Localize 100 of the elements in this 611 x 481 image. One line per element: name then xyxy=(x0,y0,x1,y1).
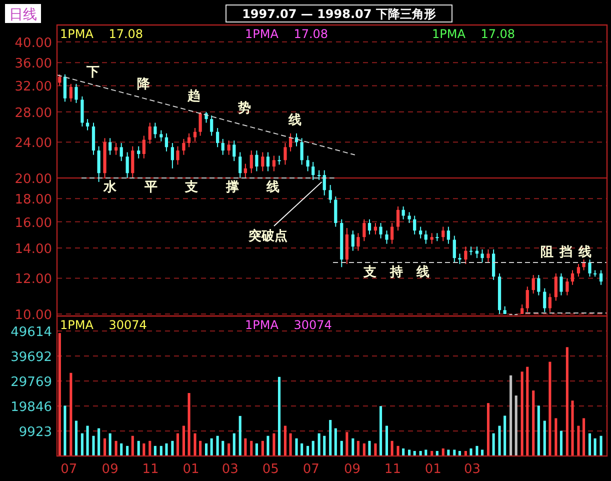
x-tick-label: 03 xyxy=(222,462,238,477)
x-tick-label: 01 xyxy=(424,462,442,477)
x-tick-label: 09 xyxy=(102,462,118,477)
bar xyxy=(390,440,394,456)
bar xyxy=(142,443,146,456)
bar xyxy=(238,416,242,456)
y-tick-label: 10.00 xyxy=(14,308,52,324)
bar xyxy=(543,420,546,456)
x-tick-label: 01 xyxy=(182,462,200,477)
bar xyxy=(199,440,202,456)
bar xyxy=(171,440,174,456)
bar xyxy=(480,450,484,456)
bar xyxy=(194,433,196,456)
bar xyxy=(137,440,140,456)
bar xyxy=(74,420,78,456)
bar xyxy=(447,450,450,456)
y-tick-label: 32.00 xyxy=(14,80,52,95)
bar xyxy=(222,440,224,456)
bar xyxy=(582,418,586,456)
bar xyxy=(362,443,366,456)
y-tick-label: 16.00 xyxy=(14,216,52,231)
annotation: 支持线 xyxy=(362,265,430,280)
x-tick-label: 07 xyxy=(302,462,320,477)
annotation: 突破点 xyxy=(248,228,288,244)
y-tick-label: 12.00 xyxy=(14,272,52,288)
bar xyxy=(250,440,253,456)
bar xyxy=(498,426,501,456)
chart-title: 1997.07 — 1998.07 下降三角形 xyxy=(242,7,436,21)
bar xyxy=(188,393,190,456)
bar xyxy=(504,416,506,456)
bar xyxy=(108,433,112,456)
y-tick-label: 24.00 xyxy=(14,136,52,152)
bar xyxy=(148,440,152,456)
bar xyxy=(289,433,292,456)
bar xyxy=(216,436,219,456)
bar xyxy=(476,446,478,456)
bar xyxy=(154,446,156,456)
bar xyxy=(126,446,129,456)
bar xyxy=(244,438,247,456)
bar xyxy=(548,362,552,456)
bar xyxy=(566,347,568,456)
bar xyxy=(295,438,298,456)
y-tick-label: 19846 xyxy=(10,400,52,415)
bar xyxy=(255,443,258,456)
bar xyxy=(526,366,529,456)
annotation: 1PMA 30074 xyxy=(60,318,147,332)
bar xyxy=(306,446,310,456)
x-tick-label: 07 xyxy=(60,462,78,477)
bar xyxy=(532,390,535,456)
bar xyxy=(554,418,558,456)
bar xyxy=(86,426,89,456)
bar xyxy=(182,426,185,456)
y-tick-label: 49614 xyxy=(10,325,52,340)
bar xyxy=(510,375,512,456)
bar xyxy=(272,433,276,456)
bar xyxy=(176,433,180,456)
bar xyxy=(205,443,208,456)
bar xyxy=(346,432,348,456)
text: 水平支撑线 xyxy=(104,180,280,195)
x-tick-label: 05 xyxy=(262,462,279,477)
y-tick-label: 9923 xyxy=(18,425,52,440)
bar xyxy=(131,436,134,456)
y-tick-label: 36.00 xyxy=(14,56,52,72)
annotation: 1PMA 30074 xyxy=(245,318,332,332)
bar xyxy=(374,443,377,456)
bar xyxy=(537,406,540,456)
y-tick-label: 39692 xyxy=(10,350,52,365)
bar xyxy=(402,448,405,456)
bar xyxy=(560,430,562,456)
bar xyxy=(408,450,411,456)
y-tick-label: 20.00 xyxy=(14,172,52,187)
annotation: 阻挡线 xyxy=(540,245,592,260)
chart-subtitle: 日线 xyxy=(9,7,37,23)
bar xyxy=(266,436,270,456)
bar xyxy=(80,433,84,456)
x-tick-label: 11 xyxy=(142,462,159,477)
annotation: 1PMA 17.08 xyxy=(60,27,144,41)
annotation: 1PMA 17.08 xyxy=(432,27,516,41)
annotation: 1PMA 17.08 xyxy=(245,27,328,41)
bar xyxy=(594,438,596,456)
bar xyxy=(98,428,100,456)
bar xyxy=(58,333,61,456)
bar xyxy=(492,433,495,456)
bar xyxy=(261,440,264,456)
bar xyxy=(210,438,213,456)
x-tick-label: 03 xyxy=(464,462,481,477)
bar xyxy=(577,426,580,456)
x-tick-label: 09 xyxy=(344,462,361,477)
bar xyxy=(312,440,314,456)
bar xyxy=(232,433,236,456)
bar xyxy=(379,406,382,456)
bar xyxy=(334,428,337,456)
bar xyxy=(120,443,123,456)
x-tick-label: 11 xyxy=(384,462,401,477)
bar xyxy=(486,403,490,456)
y-tick-label: 28.00 xyxy=(14,106,52,121)
bar xyxy=(470,448,472,456)
bar xyxy=(396,446,400,456)
bar xyxy=(368,440,371,456)
text: 下降趋势线 xyxy=(86,65,302,128)
